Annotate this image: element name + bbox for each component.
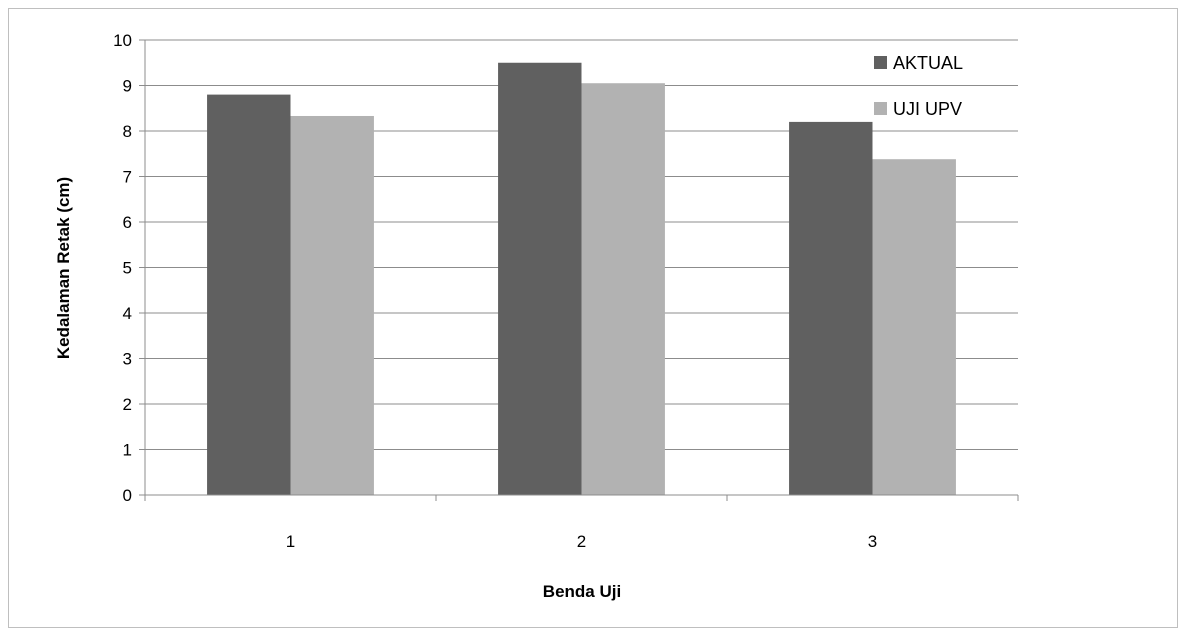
- y-tick-label: 6: [123, 213, 132, 232]
- y-tick-label: 3: [123, 350, 132, 369]
- y-tick-label: 2: [123, 395, 132, 414]
- y-tick-label: 0: [123, 486, 132, 505]
- bars: [207, 62, 956, 496]
- x-axis-title: Benda Uji: [543, 582, 621, 601]
- bar-aktual-1: [207, 94, 291, 495]
- legend-swatch: [874, 56, 887, 69]
- y-axis-title: Kedalaman Retak (cm): [54, 177, 73, 359]
- bar-uji-upv-1: [290, 115, 374, 496]
- axes: [139, 39, 1019, 501]
- y-tick-label: 10: [113, 31, 132, 50]
- x-tick-labels: 1 2 3: [286, 532, 877, 551]
- legend-swatch: [874, 102, 887, 115]
- y-tick-label: 9: [123, 77, 132, 96]
- legend-label: UJI UPV: [893, 99, 962, 119]
- x-tick-label: 1: [286, 532, 295, 551]
- x-tick-label: 2: [577, 532, 586, 551]
- y-tick-label: 4: [123, 304, 132, 323]
- bar-aktual-2: [498, 62, 582, 495]
- y-tick-labels: 0 1 2 3 4 5 6 7 8 9 10: [113, 31, 132, 505]
- y-tick-label: 1: [123, 441, 132, 460]
- x-tick-label: 3: [868, 532, 877, 551]
- bar-aktual-3: [789, 121, 873, 496]
- legend-label: AKTUAL: [893, 53, 963, 73]
- y-tick-label: 7: [123, 168, 132, 187]
- bar-uji-upv-2: [581, 83, 665, 495]
- y-tick-label: 8: [123, 122, 132, 141]
- legend: AKTUAL UJI UPV: [874, 53, 963, 119]
- y-tick-label: 5: [123, 259, 132, 278]
- bar-uji-upv-3: [872, 159, 956, 495]
